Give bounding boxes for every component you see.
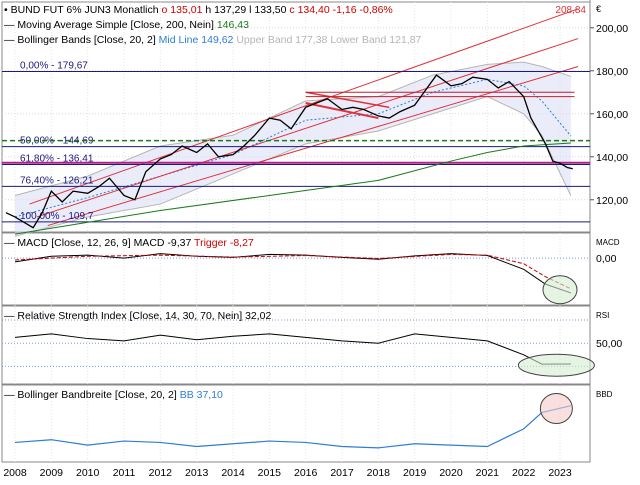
bbw-line [14, 405, 572, 449]
channel-value-label: 208,84 [555, 5, 586, 16]
ohlc-value: o 135,01 [162, 4, 203, 16]
ohlc-value: -0,86% [357, 4, 393, 16]
legend-value: Upper Band 177,38 [233, 34, 327, 46]
legend-line: — Moving Average Simple [Close, 200, Nei… [4, 19, 249, 31]
currency-symbol: € [596, 4, 601, 14]
rsi-highlight-ellipse [517, 353, 595, 377]
x-tick-label: 2011 [113, 467, 136, 479]
flag-line [305, 91, 390, 109]
x-tick-label: 2017 [330, 467, 354, 479]
legend-value: Lower Band 121,87 [327, 34, 421, 46]
x-tick-label: 2022 [512, 467, 536, 479]
x-tick-label: 2019 [403, 467, 427, 479]
legend-label: — Moving Average Simple [Close, 200, Nei… [4, 19, 217, 31]
x-tick-label: 2008 [3, 467, 27, 479]
bollinger-fill [15, 62, 571, 237]
x-tick-label: 2021 [476, 467, 500, 479]
ma200-line [14, 142, 571, 235]
panel-value: Trigger -8,27 [191, 237, 254, 249]
ohlc-value: l 133,50 [246, 4, 286, 16]
panel-title-label: — Relative Strength Index [Close, 14, 30… [4, 310, 245, 322]
panel-title-rsi: — Relative Strength Index [Close, 14, 30… [4, 310, 271, 322]
price-tick-label: 200,00 [596, 23, 628, 35]
price-tick-label: 120,00 [596, 195, 628, 207]
flag-line [305, 102, 379, 120]
panel-axis-label-macd: MACD [596, 238, 620, 247]
fib-level-label: 0,00% - 179,67 [20, 60, 88, 71]
x-tick-label: 2009 [40, 467, 64, 479]
symbol-label: • BUND FUT 6% JUN3 Monatlich [4, 4, 162, 16]
chart-header-text: • BUND FUT 6% JUN3 Monatlich o 135,01 h … [4, 4, 393, 16]
x-tick-label: 2023 [548, 467, 572, 479]
macd-tick-label: 0,00 [596, 253, 617, 265]
panel-frame-macd [1, 232, 591, 306]
panel-value: BB 37,10 [180, 389, 223, 401]
panel-frame-rsi [1, 305, 591, 385]
rsi-line [14, 333, 571, 365]
panel-frame-bbw [1, 384, 591, 463]
ohlc-value: c 134,40 [287, 4, 330, 16]
panel-axis-label-rsi: RSI [596, 311, 609, 320]
panel-axis-label-bbw: BBD [596, 390, 613, 399]
panel-title-label: — Bollinger Bandbreite [Close, 20, 2] [4, 389, 180, 401]
panel-title-bbw: — Bollinger Bandbreite [Close, 20, 2] BB… [4, 389, 223, 401]
trend-channel-line [47, 66, 579, 227]
fib-level-label: 50,00% - 144,69 [20, 136, 94, 147]
price-tick-label: 180,00 [596, 66, 628, 78]
trend-channel-line [36, 38, 579, 218]
x-tick-label: 2020 [439, 467, 463, 479]
fib-level-label: 61,80% - 136,41 [20, 153, 94, 164]
price-line [5, 74, 573, 229]
legend-value: Mid Line 149,62 [159, 34, 234, 46]
ohlc-value: -1,16 [330, 4, 357, 16]
price-tick-label: 160,00 [596, 109, 628, 121]
x-tick-label: 2010 [76, 467, 100, 479]
legend-value: 146,43 [217, 19, 249, 31]
rsi-tick-label: 50,00 [596, 338, 622, 350]
x-tick-label: 2012 [149, 467, 173, 479]
panel-title-label: — MACD [Close, 12, 26, 9] [4, 237, 134, 249]
x-tick-label: 2015 [258, 467, 282, 479]
ohlc-value: h 137,29 [202, 4, 246, 16]
fib-level-label: 100,00% - 109,7 [20, 211, 94, 222]
bbw-highlight-circle [539, 393, 573, 424]
trend-channel-line [29, 8, 579, 205]
panel-value: 32,02 [245, 310, 271, 322]
bollinger-mid-line [14, 78, 572, 218]
legend-label: — Bollinger Bands [Close, 20, 2] [4, 34, 159, 46]
macd-signal-line [14, 253, 572, 290]
macd-highlight-circle [542, 275, 578, 305]
legend-line: — Bollinger Bands [Close, 20, 2] Mid Lin… [4, 34, 422, 46]
bollinger-lower-line [14, 96, 572, 237]
x-tick-label: 2018 [367, 467, 391, 479]
x-tick-label: 2016 [294, 467, 318, 479]
panel-title-macd: — MACD [Close, 12, 26, 9] MACD -9,37 Tri… [4, 237, 254, 249]
panel-value: MACD -9,37 [134, 237, 192, 249]
x-tick-label: 2014 [221, 467, 245, 479]
x-tick-label: 2013 [185, 467, 209, 479]
price-tick-label: 140,00 [596, 152, 628, 164]
fib-level-label: 76,40% - 126,21 [20, 175, 94, 186]
